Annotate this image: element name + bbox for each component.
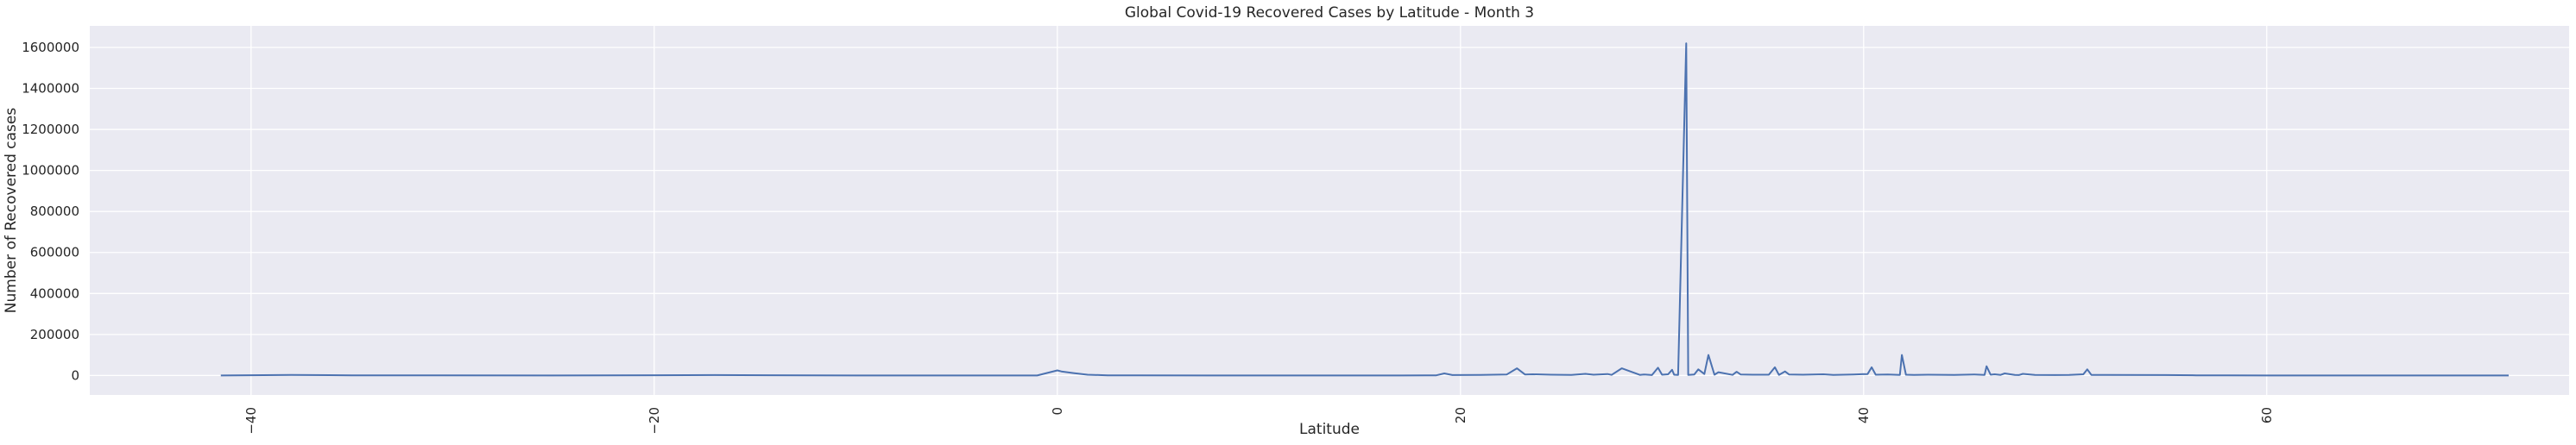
y-tick-label: 1600000	[22, 40, 79, 55]
x-axis-label: Latitude	[1299, 421, 1360, 438]
y-tick-label: 1200000	[22, 122, 79, 137]
series-line	[220, 42, 2509, 377]
y-tick-label: 400000	[30, 285, 79, 301]
y-axis-label: Number of Recovered cases	[3, 108, 20, 314]
y-tick-label: 1400000	[22, 81, 79, 97]
grid	[90, 26, 2569, 395]
chart-title: Global Covid-19 Recovered Cases by Latit…	[1125, 4, 1534, 22]
x-tick-label: 60	[2259, 407, 2275, 423]
y-tick-label: 200000	[30, 327, 79, 342]
plot-area	[90, 26, 2569, 395]
y-tick-label: 0	[71, 367, 79, 383]
x-tick-label: −40	[243, 407, 259, 435]
series-layer	[220, 42, 2509, 377]
x-tick-label: 40	[1856, 407, 1872, 423]
tick-labels: 0 200000 400000 600000 800000 1000000 1200000 1…	[22, 40, 2275, 435]
x-tick-label: 0	[1050, 407, 1065, 416]
x-tick-label: −20	[647, 407, 662, 435]
x-tick-label: 20	[1453, 407, 1468, 423]
y-tick-label: 1000000	[22, 163, 79, 179]
y-tick-label: 600000	[30, 245, 79, 260]
y-tick-label: 800000	[30, 204, 79, 219]
